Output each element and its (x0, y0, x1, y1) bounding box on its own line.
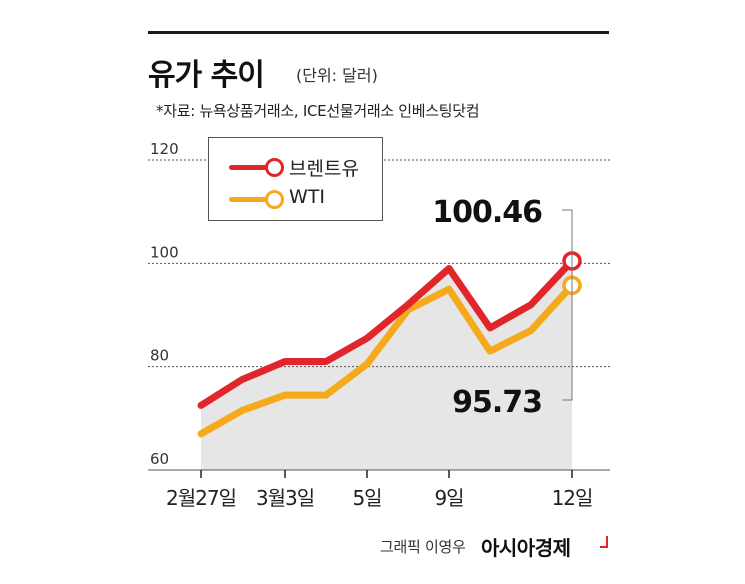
x-tick-label: 2월27일 (166, 486, 236, 510)
label-layer: 100.46 95.73 (432, 195, 573, 420)
legend-line-brent (229, 165, 273, 170)
y-tick-label: 120 (150, 140, 179, 158)
x-tick-label: 5일 (352, 486, 381, 510)
unit-label: (단위: 달러) (296, 66, 378, 85)
x-tick-label: 3월3일 (256, 486, 314, 510)
legend: 브렌트유 WTI (208, 137, 383, 221)
legend-marker-brent (265, 158, 284, 177)
graphic-credit: 그래픽 이영우 (380, 538, 466, 556)
y-tick-label: 100 (150, 243, 179, 261)
legend-label-wti: WTI (289, 186, 325, 208)
brand-logo: 아시아경제 (481, 536, 571, 560)
legend-marker-wti (265, 190, 284, 209)
series-line-brent (197, 257, 576, 409)
x-tick-label: 12일 (552, 486, 593, 510)
y-tick-label: 60 (150, 450, 169, 468)
chart-title: 유가 추이 (148, 58, 265, 93)
end-value-label-wti: 95.73 (452, 385, 542, 420)
label-leader-line (562, 209, 573, 401)
top-rule (148, 31, 609, 34)
series-layer (197, 251, 582, 438)
end-value-label-brent: 100.46 (432, 195, 542, 230)
legend-label-brent: 브렌트유 (289, 158, 359, 180)
tick-layer: 60 80 100 120 2월27일 3월3일 5일 9일 12일 (150, 140, 593, 510)
area-fill (201, 260, 572, 470)
source-note: *자료: 뉴욕상품거래소, ICE선물거래소 인베스팅닷컴 (156, 102, 480, 120)
y-tick-label: 80 (150, 347, 169, 365)
x-tick-label: 9일 (434, 486, 463, 510)
legend-line-wti (229, 197, 273, 202)
series-line-wti (197, 281, 576, 438)
brand-mark-icon (600, 536, 608, 548)
